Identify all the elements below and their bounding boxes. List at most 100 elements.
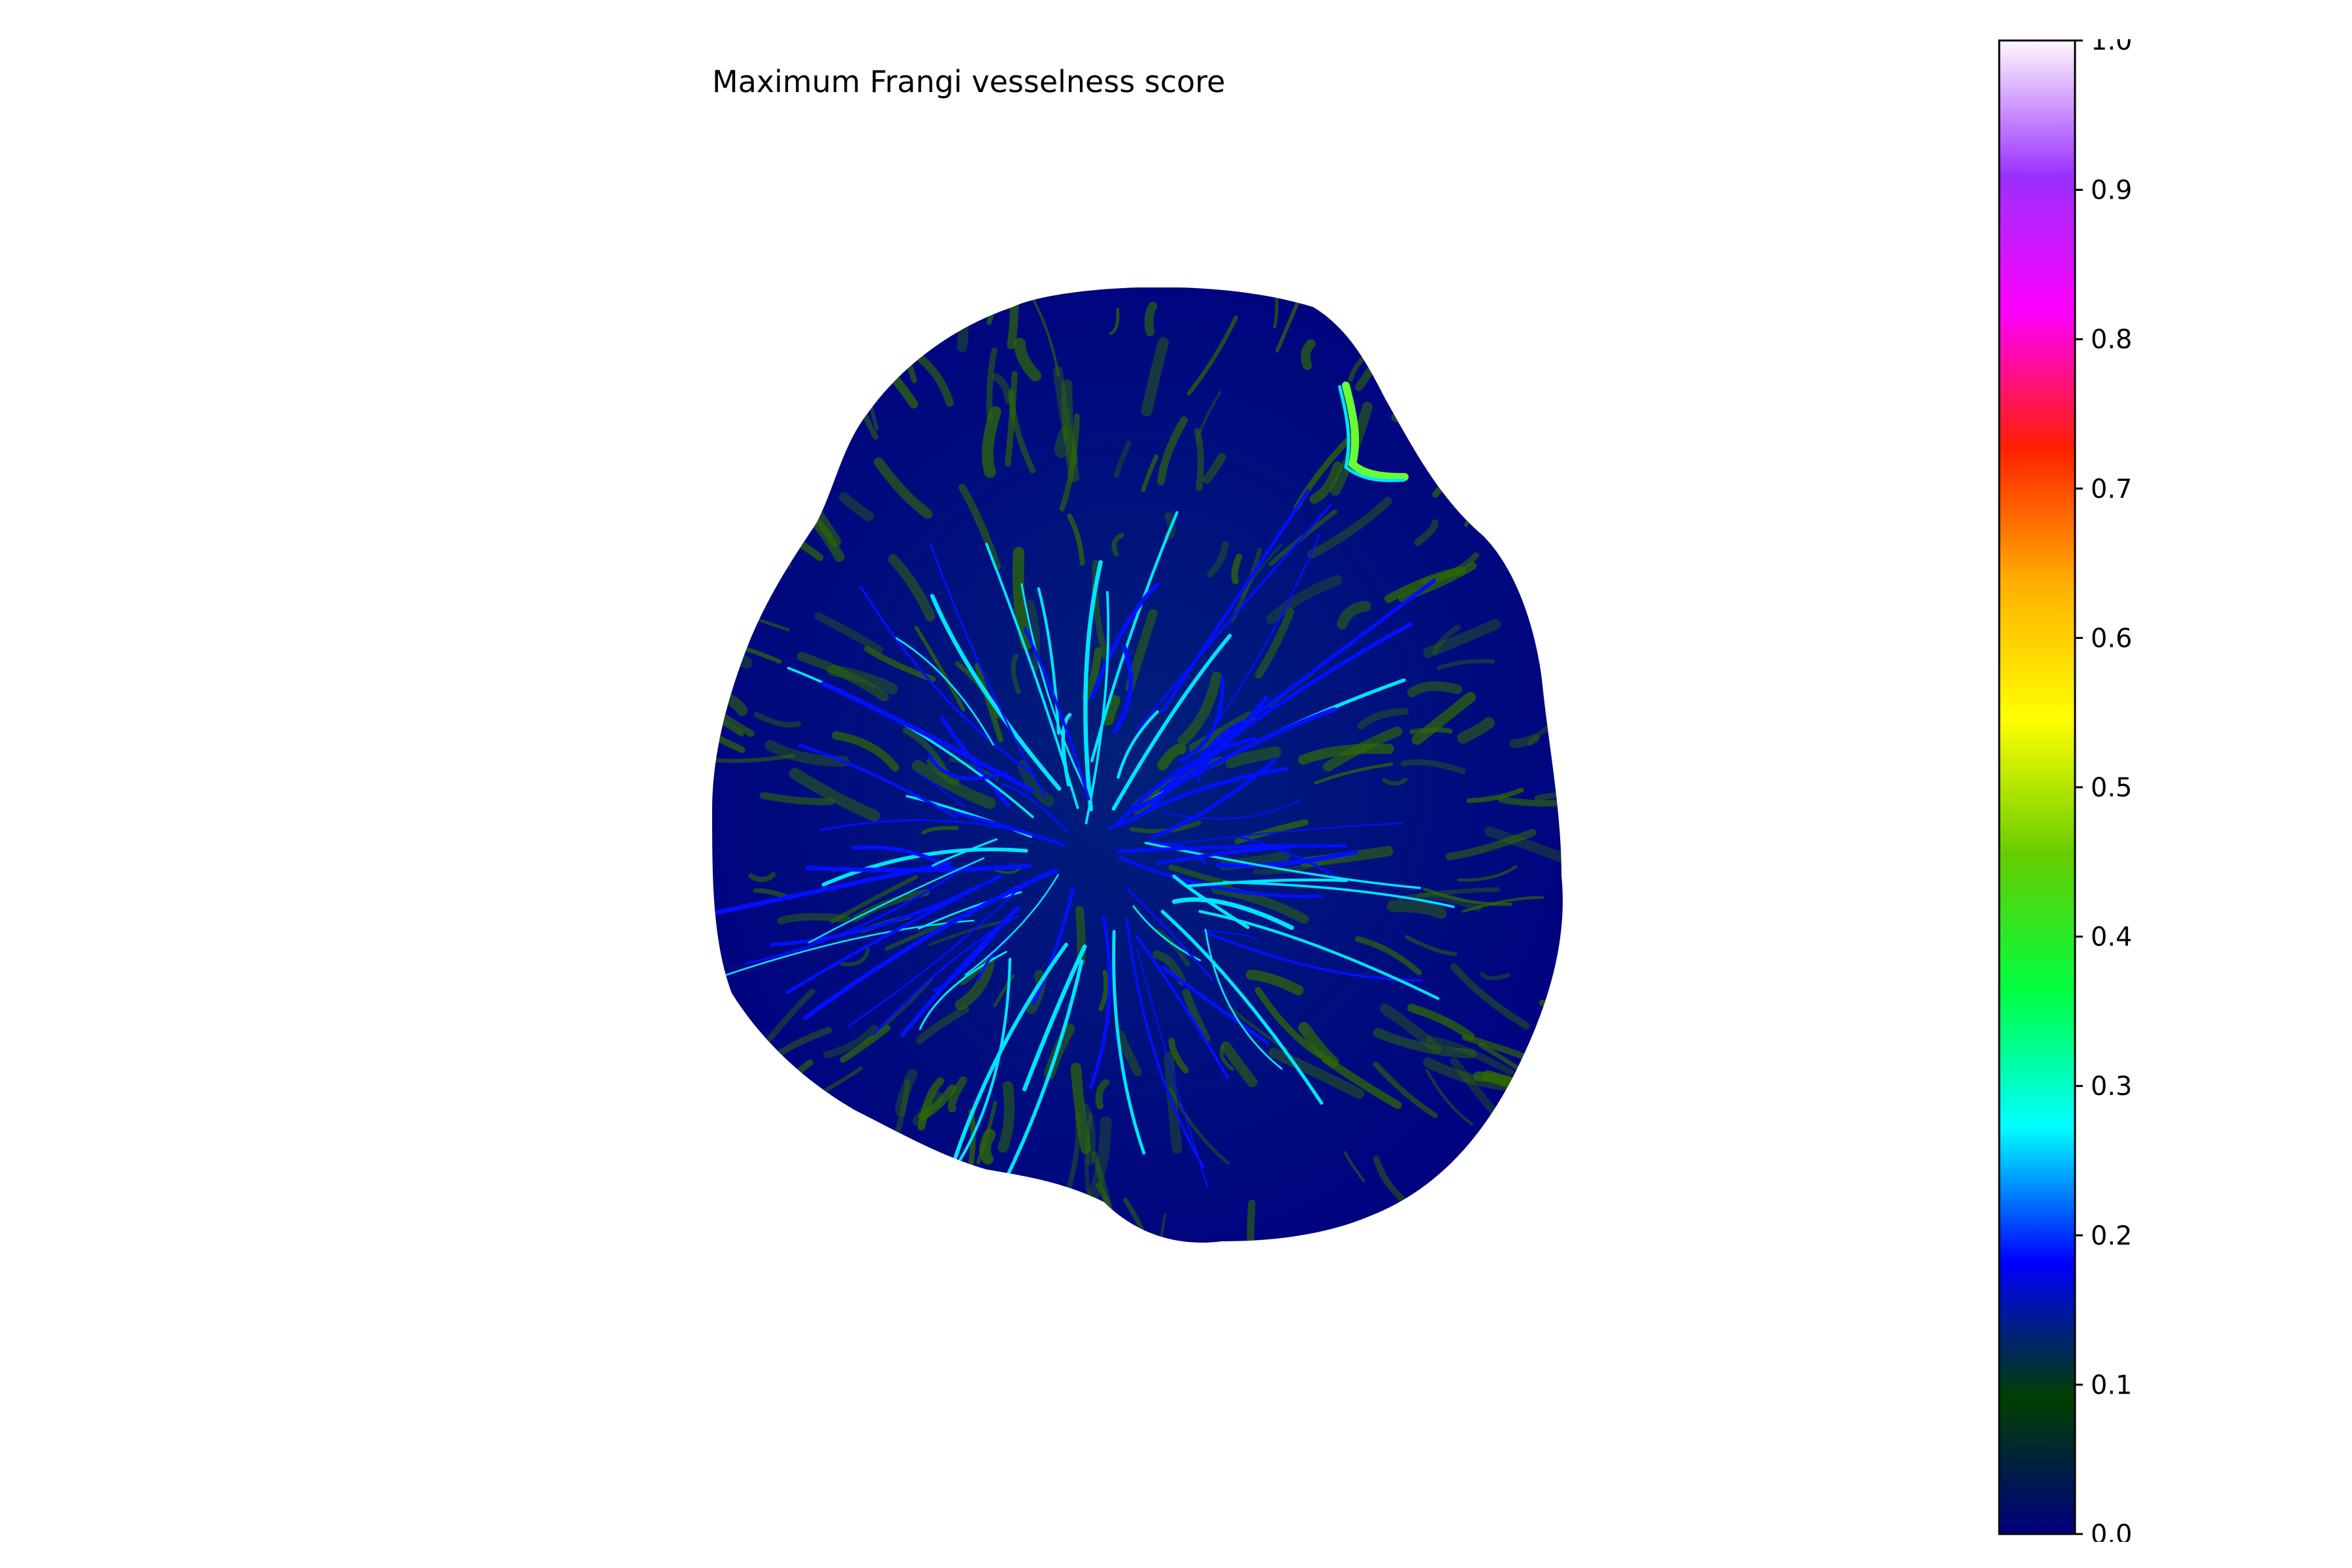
vessel-segment bbox=[1023, 627, 1090, 801]
vessel-texture bbox=[1026, 600, 1040, 672]
vessel-texture bbox=[713, 1051, 762, 1086]
vessel-segment bbox=[1237, 836, 1336, 877]
vessel-texture bbox=[976, 1100, 998, 1164]
vessel-texture bbox=[986, 347, 998, 420]
vessel-texture bbox=[1012, 546, 1032, 650]
vessel-texture bbox=[1254, 608, 1295, 679]
vessel-segment bbox=[1171, 897, 1294, 930]
vessel-texture bbox=[840, 948, 870, 966]
vessel-segment bbox=[1159, 622, 1413, 793]
vessel-texture bbox=[1144, 301, 1158, 336]
vessel-texture bbox=[725, 573, 759, 604]
vessel-texture bbox=[712, 692, 744, 737]
vessel-texture bbox=[1301, 338, 1316, 370]
vessel-texture bbox=[1067, 513, 1085, 566]
vessel-texture bbox=[1432, 442, 1477, 498]
colorbar-tick-label: 1.0 bbox=[2091, 39, 2132, 56]
vessel-segment bbox=[1117, 710, 1159, 779]
vessel-texture bbox=[1466, 787, 1524, 804]
vessel-texture bbox=[1252, 852, 1348, 875]
vessel-texture bbox=[914, 625, 966, 712]
vessel-segment bbox=[1090, 582, 1160, 699]
vessel-segment bbox=[1156, 845, 1291, 866]
vessel-texture bbox=[917, 1077, 945, 1131]
vessel-texture bbox=[719, 1184, 781, 1232]
colorbar-tick-label: 0.5 bbox=[2091, 773, 2132, 803]
vessel-texture bbox=[1007, 287, 1019, 350]
vessel-texture bbox=[981, 406, 1002, 478]
vessel-segment bbox=[1125, 886, 1214, 981]
vessel-texture bbox=[926, 1166, 948, 1233]
vessel-segment bbox=[1130, 695, 1269, 813]
vessel-segment bbox=[1162, 707, 1337, 793]
vessel-segment bbox=[1204, 928, 1283, 1070]
vessel-texture bbox=[765, 397, 842, 460]
vessel-texture bbox=[1397, 562, 1477, 602]
vessel-texture bbox=[874, 457, 933, 519]
vessel-texture bbox=[902, 727, 949, 777]
vessel-texture bbox=[1017, 760, 1055, 807]
vessel-texture bbox=[998, 1081, 1015, 1153]
vessel-segment bbox=[1112, 930, 1146, 1155]
vessel-texture bbox=[1373, 1028, 1477, 1059]
vessel-segment bbox=[1162, 798, 1303, 820]
vessel-texture bbox=[1298, 743, 1394, 765]
vessel-texture bbox=[1450, 963, 1530, 1030]
vessel-segment bbox=[820, 819, 1035, 836]
vessel-segment bbox=[1037, 587, 1060, 735]
vessel-texture bbox=[753, 711, 802, 728]
colorbar-tick-label: 0.6 bbox=[2091, 623, 2132, 653]
vessel-texture bbox=[712, 1139, 753, 1183]
vessel-texture bbox=[1462, 896, 1544, 913]
vessel-texture bbox=[928, 919, 1008, 947]
vessel-texture bbox=[1141, 454, 1159, 493]
vessel-segment bbox=[1198, 909, 1440, 1000]
vessel-segment bbox=[1160, 822, 1403, 847]
colorbar-tick-label: 0.7 bbox=[2091, 474, 2132, 504]
vessel-texture bbox=[789, 768, 880, 822]
vessel-texture bbox=[1509, 734, 1540, 749]
vessel-texture bbox=[1446, 828, 1537, 860]
vessel-texture bbox=[1102, 694, 1120, 726]
vessel-segment bbox=[1200, 578, 1437, 756]
vessel-texture bbox=[712, 1147, 742, 1215]
vessel-segment bbox=[859, 585, 1037, 777]
vessel-texture bbox=[1518, 1182, 1563, 1239]
vessel-texture bbox=[1186, 315, 1238, 396]
vessel-texture bbox=[1082, 1103, 1096, 1166]
vessel-texture bbox=[1247, 1199, 1258, 1243]
colorbar-gradient bbox=[1998, 39, 2076, 1535]
vessel-segment bbox=[900, 906, 1021, 1037]
vessel-texture bbox=[1011, 653, 1021, 694]
vessel-texture bbox=[894, 1069, 918, 1117]
vessel-texture bbox=[915, 1005, 970, 1045]
vessel-texture bbox=[1266, 575, 1343, 625]
vessel-texture bbox=[1241, 543, 1283, 598]
vessel-texture bbox=[1059, 413, 1080, 512]
vessel-texture bbox=[1457, 717, 1495, 744]
vessel-texture bbox=[987, 1179, 997, 1231]
vessel-segment bbox=[1083, 560, 1103, 811]
vessel-texture bbox=[814, 612, 883, 654]
vessel-segment bbox=[1172, 874, 1250, 929]
vessel-segment bbox=[808, 857, 985, 943]
vessel-texture bbox=[719, 1134, 744, 1157]
vessel-texture bbox=[1336, 600, 1371, 630]
vessel-texture bbox=[956, 287, 973, 353]
vessel-texture bbox=[759, 792, 835, 806]
vessel-texture bbox=[1425, 1069, 1474, 1126]
vessel-texture bbox=[979, 1128, 996, 1165]
vessel-texture bbox=[1225, 746, 1282, 769]
vessel-texture bbox=[1386, 900, 1447, 919]
vessel-texture bbox=[986, 287, 1002, 325]
vessel-texture bbox=[830, 875, 919, 924]
vessel-segment bbox=[1160, 489, 1310, 713]
vessel-texture bbox=[763, 1092, 820, 1177]
vessel-segment bbox=[917, 891, 1022, 930]
vessel-segment bbox=[919, 951, 1007, 1030]
vessel-texture bbox=[1411, 691, 1477, 745]
vessel-texture bbox=[1407, 681, 1462, 698]
vessel-texture bbox=[712, 702, 745, 753]
vessel-texture bbox=[1480, 971, 1511, 981]
vessel-segment bbox=[955, 957, 1012, 1167]
